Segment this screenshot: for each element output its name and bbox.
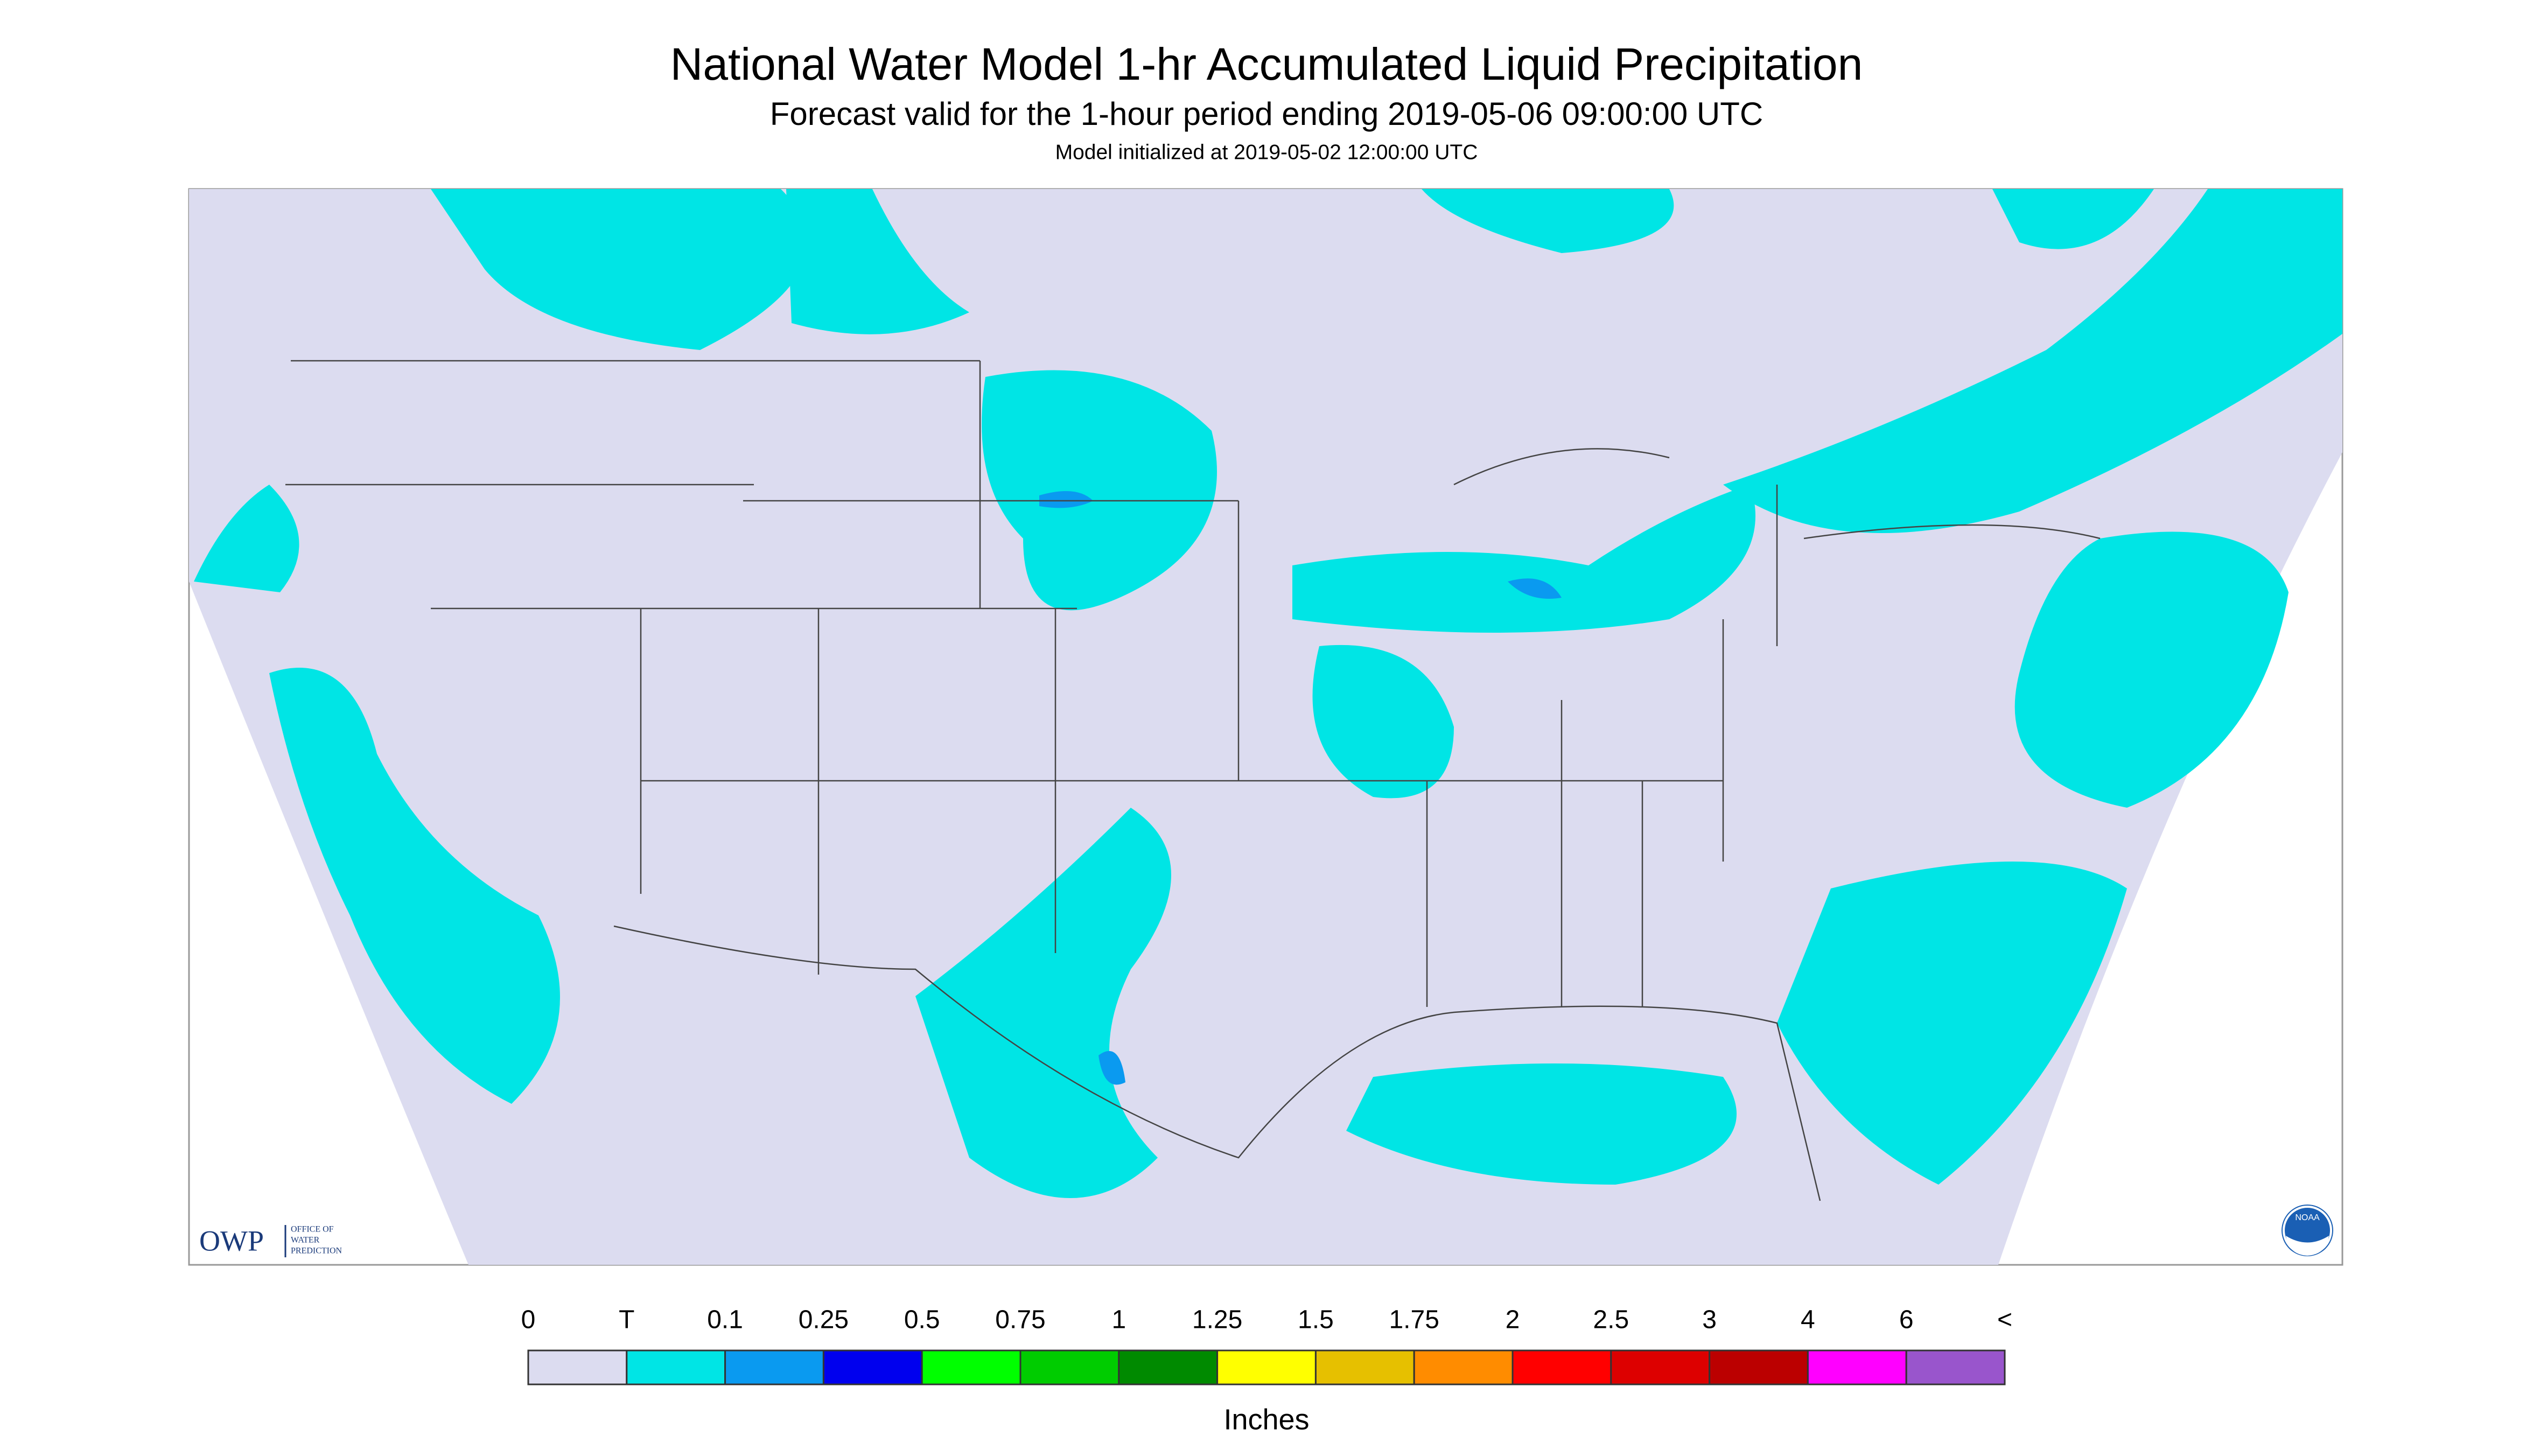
legend-label: 3: [1702, 1306, 1717, 1334]
legend-label: 2: [1506, 1306, 1520, 1334]
legend: 0 T 0.1 0.25 0.5 0.75 1 1.25 1.5 1.75 2 2.5 3 4 6 <: [521, 1306, 2012, 1385]
legend-swatch: [626, 1349, 726, 1385]
init-note: Model initialized at 2019-05-02 12:00:00…: [1055, 141, 1478, 164]
precip-areas: [194, 189, 2342, 1198]
legend-swatch: [822, 1349, 923, 1385]
legend-swatch: [1314, 1349, 1415, 1385]
boundaries: [285, 360, 2101, 1201]
legend-label: 2.5: [1593, 1306, 1629, 1334]
legend-label: T: [619, 1306, 634, 1334]
legend-swatch: [1019, 1349, 1120, 1385]
legend-swatch: [724, 1349, 824, 1385]
legend-label: 0.75: [995, 1306, 1045, 1334]
owp-name: PREDICTION: [291, 1247, 342, 1256]
owp-name: OFFICE OF: [291, 1225, 334, 1234]
legend-swatch: [1709, 1349, 1809, 1385]
legend-swatch: [1118, 1349, 1219, 1385]
legend-swatch: [1807, 1349, 1907, 1385]
legend-label: 1.25: [1192, 1306, 1242, 1334]
legend-swatch: [1905, 1349, 2006, 1385]
legend-label: 6: [1899, 1306, 1914, 1334]
legend-label: 0: [521, 1306, 536, 1334]
legend-swatch: [1512, 1349, 1612, 1385]
legend-unit: Inches: [1223, 1403, 1309, 1436]
noaa-mark: NOAA: [2295, 1213, 2320, 1222]
legend-label: 1: [1111, 1306, 1126, 1334]
legend-swatch: [527, 1349, 628, 1385]
legend-label: <: [1997, 1306, 2012, 1334]
legend-label: 0.5: [904, 1306, 940, 1334]
legend-label: 1.75: [1389, 1306, 1439, 1334]
legend-swatch: [1216, 1349, 1317, 1385]
legend-swatch: [921, 1349, 1021, 1385]
owp-name: WATER: [291, 1236, 320, 1245]
legend-swatch: [1413, 1349, 1514, 1385]
subtitle: Forecast valid for the 1-hour period end…: [770, 96, 1763, 132]
legend-swatch: [1610, 1349, 1711, 1385]
legend-label: 0.25: [799, 1306, 849, 1334]
owp-logo: OWP OFFICE OF WATER PREDICTION: [199, 1224, 342, 1257]
title: National Water Model 1-hr Accumulated Li…: [670, 39, 1863, 89]
legend-label: 0.1: [707, 1306, 743, 1334]
owp-mark: OWP: [199, 1224, 264, 1257]
legend-label: 1.5: [1298, 1306, 1334, 1334]
map: [188, 188, 2343, 1266]
noaa-logo: NOAA: [2282, 1205, 2333, 1256]
legend-label: 4: [1801, 1306, 1815, 1334]
